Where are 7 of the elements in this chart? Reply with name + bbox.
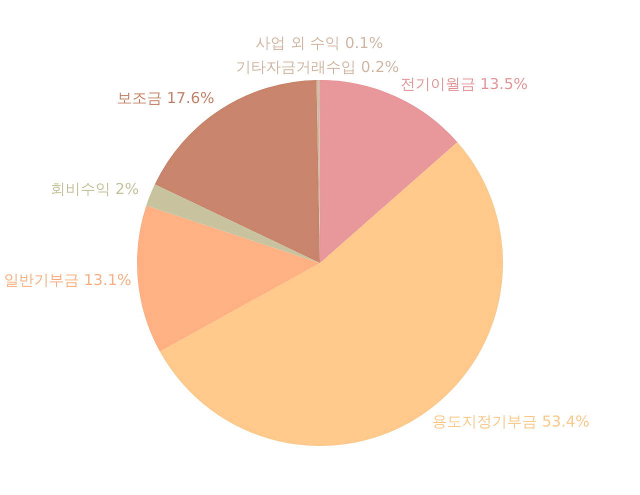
slice-label: 용도지정기부금 53.4% <box>432 412 590 430</box>
slice-label: 기타자금거래수입 0.2% <box>236 58 399 76</box>
slice-label: 일반기부금 13.1% <box>4 270 132 289</box>
slice-label: 전기이월금 13.5% <box>400 75 528 94</box>
slice-label: 회비수익 2% <box>50 180 140 198</box>
slice-label: 사업 외 수익 0.1% <box>256 34 384 52</box>
slice-label: 보조금 17.6% <box>116 88 214 107</box>
